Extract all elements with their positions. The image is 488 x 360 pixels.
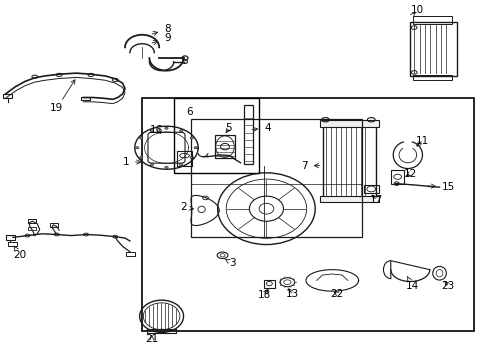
Text: 21: 21 [145, 334, 158, 344]
Bar [50, 223, 58, 226]
Text: 3: 3 [224, 258, 235, 268]
Text: 15: 15 [427, 182, 454, 192]
Bar [147, 329, 176, 333]
Bar [5, 235, 15, 240]
Bar [190, 119, 361, 237]
Ellipse shape [179, 163, 183, 166]
Bar [81, 97, 90, 100]
Text: 5: 5 [225, 123, 232, 133]
Bar [244, 105, 253, 164]
Bar [363, 185, 378, 193]
Ellipse shape [150, 163, 153, 166]
Bar [322, 123, 375, 198]
Bar [142, 98, 473, 330]
Bar [412, 75, 451, 80]
Bar [390, 170, 404, 184]
Text: 10: 10 [409, 5, 423, 17]
Bar [264, 280, 274, 288]
Text: 4: 4 [252, 123, 270, 133]
Ellipse shape [139, 156, 142, 158]
Bar [126, 252, 135, 256]
Text: 17: 17 [369, 195, 382, 205]
Ellipse shape [194, 147, 197, 149]
Bar [412, 16, 451, 24]
Ellipse shape [190, 137, 193, 139]
Bar [215, 135, 234, 158]
Text: 9: 9 [152, 33, 170, 44]
Ellipse shape [190, 156, 193, 158]
Ellipse shape [150, 130, 153, 132]
Bar [27, 219, 36, 223]
Text: 7: 7 [301, 161, 319, 171]
Text: 1: 1 [123, 157, 141, 167]
Text: 16: 16 [150, 125, 163, 135]
Bar [8, 242, 17, 246]
Bar [320, 121, 378, 127]
Bar [320, 197, 378, 202]
Text: 20: 20 [14, 246, 27, 260]
Bar [27, 226, 36, 230]
Text: 8: 8 [152, 24, 170, 36]
Bar [177, 151, 191, 166]
Ellipse shape [164, 166, 168, 168]
Text: 11: 11 [415, 136, 428, 146]
Text: 14: 14 [405, 277, 419, 291]
Bar [409, 22, 456, 76]
Text: 23: 23 [441, 281, 454, 291]
Text: 19: 19 [50, 80, 75, 113]
Ellipse shape [179, 130, 183, 132]
Text: 22: 22 [330, 289, 343, 299]
Text: 2: 2 [180, 202, 193, 212]
Ellipse shape [164, 127, 168, 129]
Bar [3, 94, 12, 98]
Bar [173, 98, 259, 173]
Text: 13: 13 [285, 289, 298, 299]
Text: 6: 6 [186, 107, 193, 117]
Ellipse shape [135, 147, 139, 149]
Text: 18: 18 [257, 289, 270, 300]
Ellipse shape [139, 137, 142, 139]
Text: 12: 12 [403, 168, 416, 179]
